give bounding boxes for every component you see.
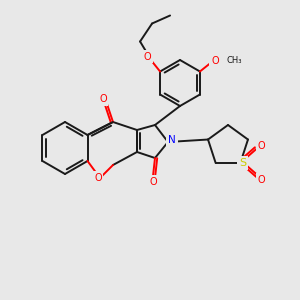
Text: O: O <box>211 56 219 65</box>
Text: O: O <box>143 52 151 61</box>
Text: N: N <box>168 135 176 145</box>
Text: O: O <box>94 173 102 183</box>
Text: O: O <box>257 141 265 151</box>
Text: O: O <box>149 177 157 187</box>
Text: O: O <box>257 175 265 185</box>
Text: S: S <box>239 158 246 168</box>
Text: CH₃: CH₃ <box>227 56 242 65</box>
Text: O: O <box>99 94 107 104</box>
